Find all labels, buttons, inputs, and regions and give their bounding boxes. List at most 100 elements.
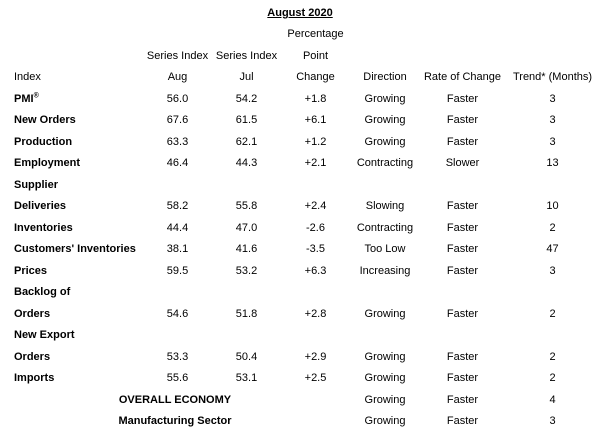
- change-value-cell: -2.6: [306, 221, 325, 234]
- direction-cell: Growing: [364, 92, 406, 105]
- row-label-cell: Production: [0, 131, 143, 153]
- jul-value-cell: 44.3: [235, 157, 258, 170]
- direction-column-header: Direction: [363, 71, 407, 84]
- jul-column-header: Jul: [239, 71, 254, 84]
- change-value-cell: [281, 282, 350, 304]
- table-row: Manufacturing Sector Growing Faster 3: [0, 411, 600, 433]
- rate-of-change-cell: Faster: [446, 393, 479, 406]
- row-label-cell: Inventories: [0, 217, 143, 239]
- change-value-cell: +2.8: [304, 307, 327, 320]
- table-row: New Orders 67.6 61.5 +6.1 Growing Faster 3: [0, 110, 600, 132]
- table-row: OVERALL ECONOMY Growing Faster 4: [0, 389, 600, 411]
- title-row: August 2020: [0, 2, 600, 24]
- jul-value-cell: 53.2: [235, 264, 258, 277]
- trend-cell: 3: [549, 135, 556, 148]
- row-label-cell: New Export: [0, 325, 143, 347]
- table-row: Deliveries 58.2 55.8 +2.4 Slowing Faster 10: [0, 196, 600, 218]
- row-label-cell: Prices: [0, 260, 143, 282]
- row-label-cell: Supplier: [0, 174, 143, 196]
- rate-of-change-cell: [420, 174, 505, 196]
- row-label: Production: [14, 135, 73, 148]
- table-row: Prices 59.5 53.2 +6.3 Increasing Faster 3: [0, 260, 600, 282]
- direction-cell: [350, 325, 420, 347]
- report-title: August 2020: [267, 6, 333, 19]
- rate-of-change-cell: [420, 282, 505, 304]
- aug-value-cell: 67.6: [166, 114, 189, 127]
- row-label-cell: Backlog of: [0, 282, 143, 304]
- aug-value-cell: [143, 325, 212, 347]
- row-label-cell: New Orders: [0, 110, 143, 132]
- row-label: Imports: [14, 372, 55, 385]
- row-label-cell: Orders: [0, 303, 143, 325]
- trend-cell: 13: [546, 157, 559, 170]
- series-index-jul-header-cell: Series Index: [215, 49, 278, 62]
- aug-value-cell: 56.0: [166, 92, 189, 105]
- rate-of-change-cell: Faster: [446, 221, 479, 234]
- jul-value-cell: [212, 325, 281, 347]
- table-row: Production 63.3 62.1 +1.2 Growing Faster 3: [0, 131, 600, 153]
- direction-cell: Growing: [364, 415, 406, 428]
- row-label-cell: Deliveries: [0, 196, 143, 218]
- direction-cell: Slowing: [365, 200, 405, 213]
- rate-of-change-cell: Faster: [446, 372, 479, 385]
- row-label-cell: Employment: [0, 153, 143, 175]
- summary-label-cell: Manufacturing Sector: [118, 415, 232, 428]
- trend-cell: 2: [549, 350, 556, 363]
- trend-cell: 2: [549, 372, 556, 385]
- rate-of-change-cell: Faster: [446, 200, 479, 213]
- direction-cell: [350, 282, 420, 304]
- jul-value-cell: [212, 282, 281, 304]
- jul-value-cell: 50.4: [235, 350, 258, 363]
- trend-cell: 4: [549, 393, 556, 406]
- row-label-cell: Orders: [0, 346, 143, 368]
- aug-value-cell: 46.4: [166, 157, 189, 170]
- change-value-cell: +6.1: [304, 114, 327, 127]
- row-label-cell: Customers' Inventories: [0, 239, 143, 261]
- rate-of-change-cell: Faster: [446, 307, 479, 320]
- jul-value-cell: 51.8: [235, 307, 258, 320]
- spacer-cell: [0, 24, 281, 46]
- row-label: Employment: [14, 157, 81, 170]
- table-row: Supplier: [0, 174, 600, 196]
- aug-value-cell: 44.4: [166, 221, 189, 234]
- trend-cell: [505, 174, 600, 196]
- jul-value-cell: 47.0: [235, 221, 258, 234]
- rate-of-change-cell: Faster: [446, 92, 479, 105]
- row-label: Orders: [14, 307, 51, 320]
- rate-of-change-cell: Faster: [446, 243, 479, 256]
- aug-value-cell: 38.1: [166, 243, 189, 256]
- percentage-header-cell: Percentage: [287, 28, 344, 41]
- spacer-cell: [350, 24, 600, 46]
- row-label: Customers' Inventories: [14, 243, 136, 256]
- trend-cell: 3: [549, 92, 556, 105]
- aug-column-header: Aug: [167, 71, 188, 84]
- jul-value-cell: 62.1: [235, 135, 258, 148]
- table-row: Orders 54.6 51.8 +2.8 Growing Faster 2: [0, 303, 600, 325]
- rate-of-change-cell: [420, 325, 505, 347]
- rate-of-change-cell: Faster: [446, 415, 479, 428]
- trend-cell: 2: [549, 221, 556, 234]
- direction-cell: Growing: [364, 135, 406, 148]
- change-value-cell: [281, 325, 350, 347]
- change-value-cell: +2.4: [304, 200, 327, 213]
- table-row: Imports 55.6 53.1 +2.5 Growing Faster 2: [0, 368, 600, 390]
- jul-value-cell: 53.1: [235, 372, 258, 385]
- table-row: New Export: [0, 325, 600, 347]
- row-label: Supplier: [14, 178, 59, 191]
- index-column-header: Index: [14, 71, 41, 84]
- change-value-cell: [281, 174, 350, 196]
- percentage-header-row: Percentage: [0, 24, 600, 46]
- direction-cell: Growing: [364, 393, 406, 406]
- spacer-cell: [0, 45, 143, 67]
- table-row: Customers' Inventories 38.1 41.6 -3.5 Too Lo…: [0, 239, 600, 261]
- aug-value-cell: 55.6: [166, 372, 189, 385]
- table-row: PMI® 56.0 54.2 +1.8 Growing Faster 3: [0, 88, 600, 110]
- aug-value-cell: 59.5: [166, 264, 189, 277]
- table-row: Inventories 44.4 47.0 -2.6 Contracting Faster…: [0, 217, 600, 239]
- jul-value-cell: [212, 174, 281, 196]
- direction-cell: [350, 174, 420, 196]
- jul-value-cell: 55.8: [235, 200, 258, 213]
- spacer-cell: [350, 45, 600, 67]
- row-label: New Orders: [14, 114, 76, 127]
